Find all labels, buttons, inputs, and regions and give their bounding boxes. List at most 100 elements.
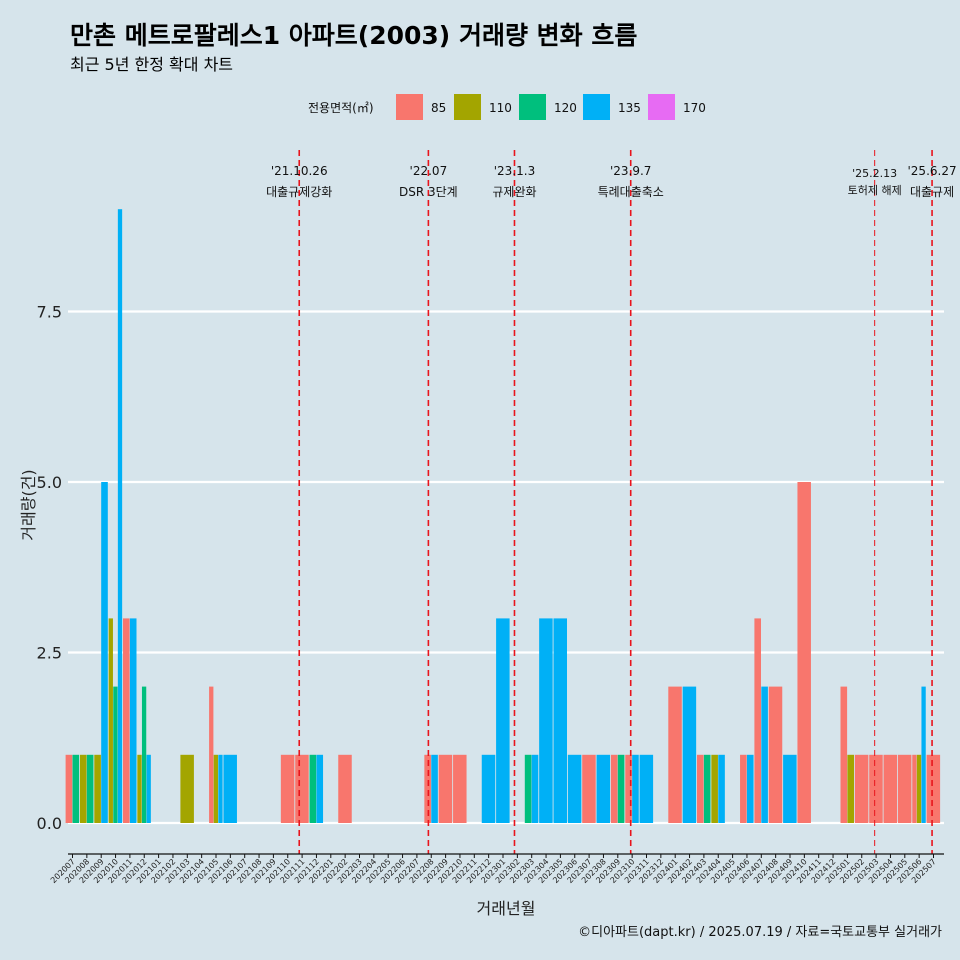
chart-title: 만촌 메트로팔레스1 아파트(2003) 거래량 변화 흐름 xyxy=(70,21,637,50)
bar-110-202404 xyxy=(711,754,718,823)
bar-120-202008 xyxy=(86,754,94,823)
bar-120-202403 xyxy=(703,754,711,823)
legend-swatch-110 xyxy=(454,94,481,120)
legend: 전용면적(㎡) 85 110 120 135 170 xyxy=(308,94,706,120)
legend-title: 전용면적(㎡) xyxy=(308,101,374,115)
bar-85-202507 xyxy=(926,754,941,823)
legend-label-120: 120 xyxy=(554,101,577,115)
event-date: '25.2.13 xyxy=(852,167,897,180)
bar-85-202502 xyxy=(854,754,869,823)
bar-135-202012 xyxy=(146,754,151,823)
bar-85-202007 xyxy=(65,754,73,823)
y-axis-label: 거래량(건) xyxy=(19,469,38,540)
bar-135-202010 xyxy=(117,209,123,823)
bar-135-202311 xyxy=(639,754,654,823)
bar-120-202010 xyxy=(113,686,118,823)
legend-label-85: 85 xyxy=(431,101,446,115)
bar-85-202505 xyxy=(897,754,912,823)
bar-120-202309 xyxy=(617,754,625,823)
bar-135-202301 xyxy=(496,618,510,823)
bar-120-202112 xyxy=(309,754,317,823)
bar-135-202310 xyxy=(632,754,639,823)
y-tick-label: 0.0 xyxy=(37,814,62,833)
caption: ©디아파트(dapt.kr) / 2025.07.19 / 자료=국토교통부 실… xyxy=(578,925,942,940)
bar-85-202407 xyxy=(754,618,761,823)
bar-135-202212 xyxy=(481,754,496,823)
bar-110-202501 xyxy=(847,754,854,823)
bar-110-202103 xyxy=(180,754,194,823)
legend-swatch-170 xyxy=(648,94,675,120)
bar-135-202308 xyxy=(596,754,611,823)
x-axis: 2020072020082020092020102020112020122021… xyxy=(49,853,944,885)
bar-85-202111 xyxy=(295,754,309,823)
bar-85-202309 xyxy=(610,754,618,823)
bar-135-202409 xyxy=(783,754,797,823)
event-markers: '21.10.26 대출규제강화 '22.07 DSR 3단계 '23.1.3 규제완화 '… xyxy=(266,150,957,854)
bar-85-202011 xyxy=(123,618,130,823)
bar-135-202402 xyxy=(682,686,697,823)
bar-85-202504 xyxy=(883,754,898,823)
bar-110-202012 xyxy=(137,754,142,823)
bar-110-202008 xyxy=(79,754,87,823)
bar-85-202209 xyxy=(438,754,453,823)
event-label: 규제완화 xyxy=(492,185,536,199)
legend-swatch-85 xyxy=(396,94,423,120)
bar-135-202506 xyxy=(921,686,926,823)
bar-85-202406 xyxy=(740,754,747,823)
bar-85-202110 xyxy=(280,754,295,823)
bar-135-202305 xyxy=(553,618,567,823)
bar-135-202304 xyxy=(539,618,553,823)
event-label: 특례대출축소 xyxy=(598,185,664,199)
bar-120-202303 xyxy=(524,754,532,823)
bar-135-202208 xyxy=(431,754,438,823)
event-label: DSR 3단계 xyxy=(399,185,458,199)
bar-135-202106 xyxy=(223,754,237,823)
bar-85-202307 xyxy=(582,754,596,823)
bar-110-202009 xyxy=(94,754,101,823)
bar-85-202401 xyxy=(668,686,682,823)
event-date: '25.6.27 xyxy=(908,164,957,178)
legend-swatch-135 xyxy=(583,94,610,120)
bar-85-202210 xyxy=(453,754,467,823)
bar-110-202010 xyxy=(108,618,113,823)
y-tick-label: 2.5 xyxy=(37,644,62,663)
bar-120-202012 xyxy=(141,686,147,823)
legend-label-170: 170 xyxy=(683,101,706,115)
bar-85-202506 xyxy=(912,754,917,823)
event-date: '21.10.26 xyxy=(271,164,328,178)
bar-85-202408 xyxy=(768,686,783,823)
bar-85-202208 xyxy=(424,754,431,823)
y-axis: 0.0 2.5 5.0 7.5 xyxy=(37,303,62,834)
bar-85-202501 xyxy=(840,686,848,823)
bar-135-202406 xyxy=(746,754,754,823)
event-date: '22.07 xyxy=(410,164,448,178)
legend-label-135: 135 xyxy=(618,101,641,115)
bar-85-202105 xyxy=(209,686,214,823)
event-date: '23.9.7 xyxy=(610,164,651,178)
x-axis-label: 거래년월 xyxy=(477,899,536,918)
bar-110-202506 xyxy=(916,754,922,823)
bar-85-202202 xyxy=(338,754,352,823)
bars xyxy=(65,209,941,823)
event-label: 대출규제강화 xyxy=(266,185,332,199)
event-label: 대출규제 xyxy=(910,185,954,199)
chart-subtitle: 최근 5년 한정 확대 차트 xyxy=(70,55,233,74)
bar-135-202407 xyxy=(761,686,768,823)
bar-135-202303 xyxy=(531,754,539,823)
bar-120-202007 xyxy=(72,754,80,823)
event-date: '23.1.3 xyxy=(494,164,535,178)
bar-135-202112 xyxy=(316,754,324,823)
bar-135-202306 xyxy=(567,754,582,823)
bar-135-202011 xyxy=(129,618,137,823)
bar-135-202009 xyxy=(101,482,108,823)
bar-110-202105 xyxy=(213,754,218,823)
legend-swatch-120 xyxy=(519,94,546,120)
bar-135-202105 xyxy=(218,754,223,823)
bar-85-202503 xyxy=(869,754,883,823)
bar-85-202410 xyxy=(797,482,811,823)
legend-label-110: 110 xyxy=(489,101,512,115)
event-label: 토허제 해제 xyxy=(848,183,902,197)
y-tick-label: 7.5 xyxy=(37,303,62,322)
bar-85-202403 xyxy=(697,754,704,823)
